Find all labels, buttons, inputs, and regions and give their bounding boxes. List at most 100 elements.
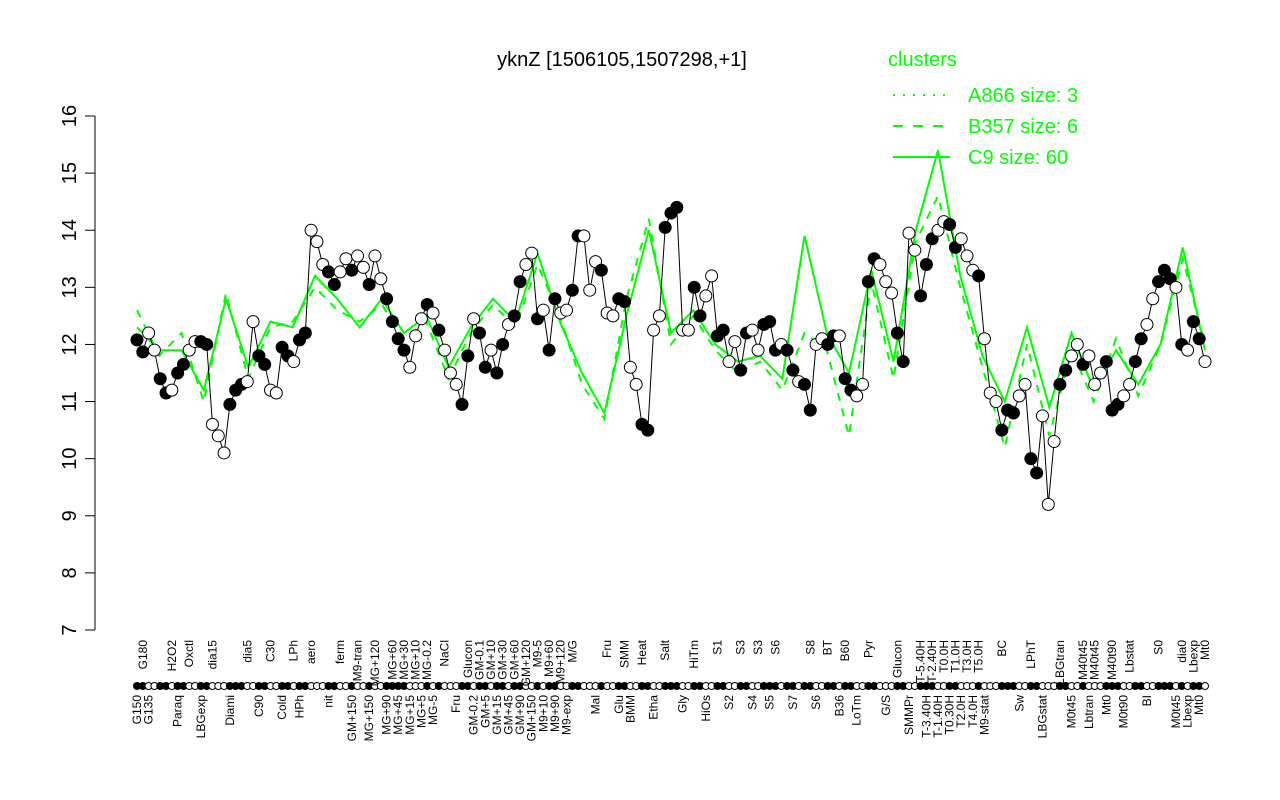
data-point [1065,349,1078,363]
data-point [577,229,591,243]
data-point [583,283,597,297]
data-point [176,357,190,371]
x-tick-label: C90 [252,695,266,717]
data-point [525,246,539,260]
data-point [641,423,655,437]
data-point [919,257,933,271]
data-point [728,335,742,349]
data-point [705,269,719,283]
x-tick-label: LPhT [1024,639,1038,668]
data-line [136,206,1206,505]
y-tick-label: 15 [59,162,81,184]
x-tick-label: Sw [1012,695,1026,712]
x-tick-label: aero [304,640,318,664]
data-point [461,349,475,363]
x-tick-label: T2.0H [954,695,968,728]
x-tick-label: GM+120 [519,640,533,687]
x-tick-label: Salt [658,639,672,660]
y-tick-label: 14 [59,219,81,241]
x-tick-label: MG+5 [414,695,428,728]
data-point [147,343,161,357]
data-point [560,303,574,317]
data-point [426,306,440,320]
data-point [1169,280,1183,294]
x-tick-label: BI [1140,695,1154,706]
data-point [403,360,417,374]
data-point [873,257,887,271]
x-tick-label: SMMPr [902,695,916,735]
x-tick-label: Lbexp [1181,695,1195,728]
x-tick-label: S0 [1152,640,1166,655]
x-tick-label: S4 [745,695,759,710]
data-point [914,289,928,303]
data-point [385,315,399,329]
y-tick-label: 11 [59,391,81,412]
data-point [322,265,336,279]
x-tick-label: MG-5 [426,695,440,725]
legend: clusters A866 size: 3 B357 size: 6 C9 size… [888,49,1078,169]
data-point [467,312,481,326]
data-point [542,343,556,357]
x-tick-label: Mt0 [1192,695,1206,715]
data-point [658,220,672,234]
data-point [890,326,904,340]
data-point [716,323,730,337]
data-point [647,323,661,337]
data-point [339,252,353,266]
data-point [989,395,1003,409]
data-point [374,272,388,286]
data-point [217,446,231,460]
data-point [629,377,643,391]
data-point [455,397,469,411]
x-tick-label: S2 [722,695,736,710]
x-tick-label: M9+60 [542,640,556,677]
legend-entry: A866 size: 3 [968,85,1078,107]
data-point [606,309,620,323]
x-tick-label: Pyr [861,640,875,658]
x-tick-label: T0.0H [937,640,951,673]
x-tick-label: Glucon [461,640,475,678]
data-point [699,289,713,303]
x-tick-label: BMM [623,695,637,723]
data-point [142,326,156,340]
data-point [1088,377,1102,391]
data-point [548,292,562,306]
data-point [1128,355,1142,369]
data-point [618,295,632,309]
data-point [879,275,893,289]
data-point [693,309,707,323]
x-tick-label: dia15 [205,640,219,670]
x-tick-label: G150 [130,695,144,725]
data-point [490,366,504,380]
x-tick-label: BT [821,639,835,655]
data-point [298,326,312,340]
data-point [1181,343,1195,357]
data-point [345,263,359,277]
x-tick-label: T-5.40H [914,640,928,683]
data-point [223,397,237,411]
data-point [995,423,1009,437]
data-point [536,303,550,317]
data-point [1146,292,1160,306]
data-point [943,218,957,232]
x-tick-label: Mt0 [1198,640,1212,660]
x-tick-label: S3 [751,640,765,655]
data-point [1012,389,1026,403]
y-tick-label: 10 [59,448,81,470]
x-tick-label: LBGexp [194,695,208,739]
x-tick-label: G180 [136,640,150,670]
x-tick-label: LBGtran [1053,640,1067,685]
data-point [1047,435,1061,449]
y-tick-label: 8 [59,567,81,578]
data-point [513,275,527,289]
data-point [205,417,219,431]
data-point [240,375,254,389]
x-tick-label: C30 [264,640,278,662]
data-point [356,260,370,274]
data-point [850,389,864,403]
data-point [304,223,318,237]
x-axis: G150 G180 G135 H2O2 Paraq Oxctl LBGexp dia15 Dia… [130,639,1212,741]
data-point [1035,409,1049,423]
data-point [838,372,852,386]
